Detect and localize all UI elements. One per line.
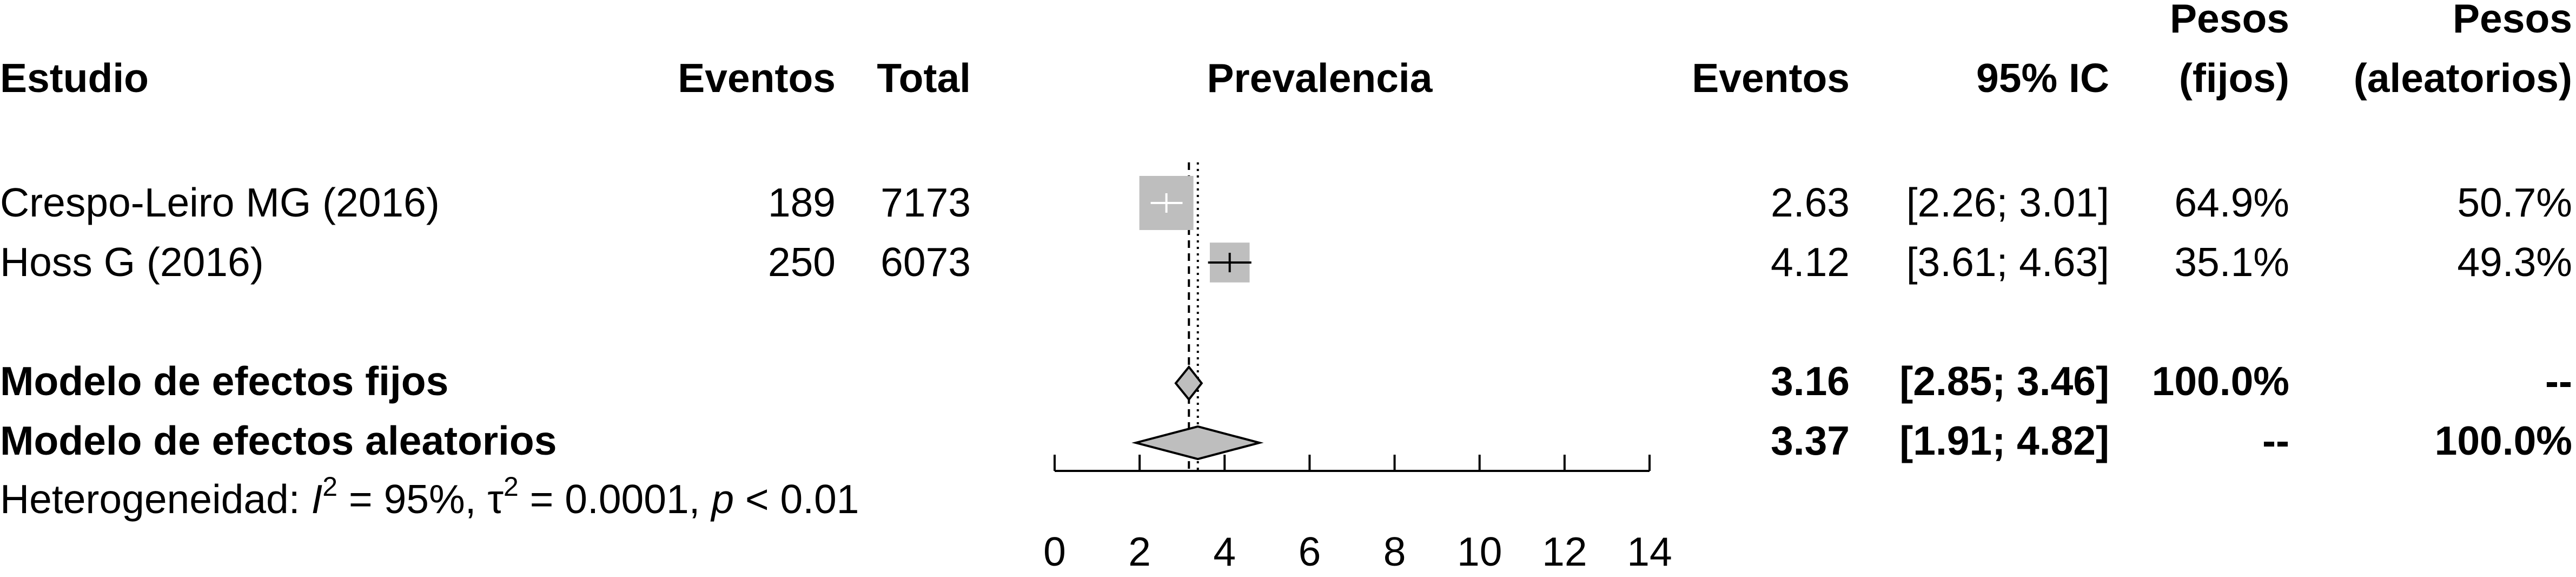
study-label: Crespo-Leiro MG (2016) — [0, 180, 440, 225]
fixed-model-weight-fixed: 100.0% — [2152, 358, 2289, 404]
x-axis-tick-label: 2 — [1128, 529, 1151, 574]
fixed-model-weight-random: -- — [2545, 358, 2572, 404]
header-weight-fixed-line1: Pesos — [2170, 0, 2289, 41]
x-axis-tick-label: 0 — [1043, 529, 1066, 574]
fixed-model-estimate: 3.16 — [1771, 358, 1850, 404]
heterogeneity-prefix: Heterogeneidad: — [0, 476, 311, 522]
study-label: Hoss G (2016) — [0, 239, 264, 285]
heterogeneity-text: Heterogeneidad: I2 = 95%, τ2 = 0.0001, p… — [0, 471, 859, 522]
heterogeneity-tau-value: = 0.0001, — [519, 476, 712, 522]
x-axis-tick-label: 6 — [1299, 529, 1321, 574]
study-weight-random: 50.7% — [2457, 180, 2572, 225]
x-axis-tick-label: 12 — [1542, 529, 1587, 574]
fixed-model-ci: [2.85; 3.46] — [1899, 358, 2109, 404]
study-ci: [2.26; 3.01] — [1906, 180, 2109, 225]
heterogeneity-tau-sup: 2 — [504, 471, 519, 502]
x-axis-tick-label: 10 — [1457, 529, 1502, 574]
fixed-model-label: Modelo de efectos fijos — [0, 358, 448, 404]
header-events: Eventos — [678, 55, 836, 101]
header-weight-random-line2: (aleatorios) — [2354, 55, 2572, 101]
heterogeneity-p-value: < 0.01 — [734, 476, 859, 522]
study-estimate: 4.12 — [1771, 239, 1850, 285]
random-model-weight-random: 100.0% — [2435, 418, 2572, 463]
x-axis-tick-label: 4 — [1213, 529, 1236, 574]
random-model-label: Modelo de efectos aleatorios — [0, 418, 557, 463]
study-weight-random: 49.3% — [2457, 239, 2572, 285]
header-prevalence: Prevalencia — [1207, 55, 1433, 101]
header-ci: 95% IC — [1976, 55, 2109, 101]
x-axis-tick-label: 8 — [1383, 529, 1406, 574]
heterogeneity-i2-value: = 95%, — [337, 476, 487, 522]
fixed-model-diamond — [1174, 365, 1203, 402]
header-effect: Eventos — [1692, 55, 1850, 101]
heterogeneity-p-symbol: p — [710, 476, 734, 522]
study-total: 6073 — [880, 239, 971, 285]
heterogeneity-i2-symbol: I — [311, 476, 322, 522]
x-axis-tick-label: 14 — [1627, 529, 1672, 574]
random-model-ci: [1.91; 4.82] — [1899, 418, 2109, 463]
study-events: 189 — [768, 180, 836, 225]
random-model-estimate: 3.37 — [1771, 418, 1850, 463]
heterogeneity-i2-sup: 2 — [322, 471, 337, 502]
header-weight-fixed-line2: (fijos) — [2179, 55, 2289, 101]
header-weight-random-line1: Pesos — [2453, 0, 2572, 41]
header-total: Total — [877, 55, 971, 101]
plot-marks: 0 2 4 6 8 10 12 14 — [1043, 162, 1672, 574]
random-model-weight-fixed: -- — [2262, 418, 2289, 463]
heterogeneity-tau-symbol: τ — [487, 476, 504, 522]
study-weight-fixed: 35.1% — [2174, 239, 2289, 285]
header-study: Estudio — [0, 55, 149, 101]
study-ci: [3.61; 4.63] — [1906, 239, 2109, 285]
study-estimate: 2.63 — [1771, 180, 1850, 225]
study-weight-fixed: 64.9% — [2174, 180, 2289, 225]
random-model-diamond — [1131, 425, 1264, 461]
study-events: 250 — [768, 239, 836, 285]
study-total: 7173 — [880, 180, 971, 225]
